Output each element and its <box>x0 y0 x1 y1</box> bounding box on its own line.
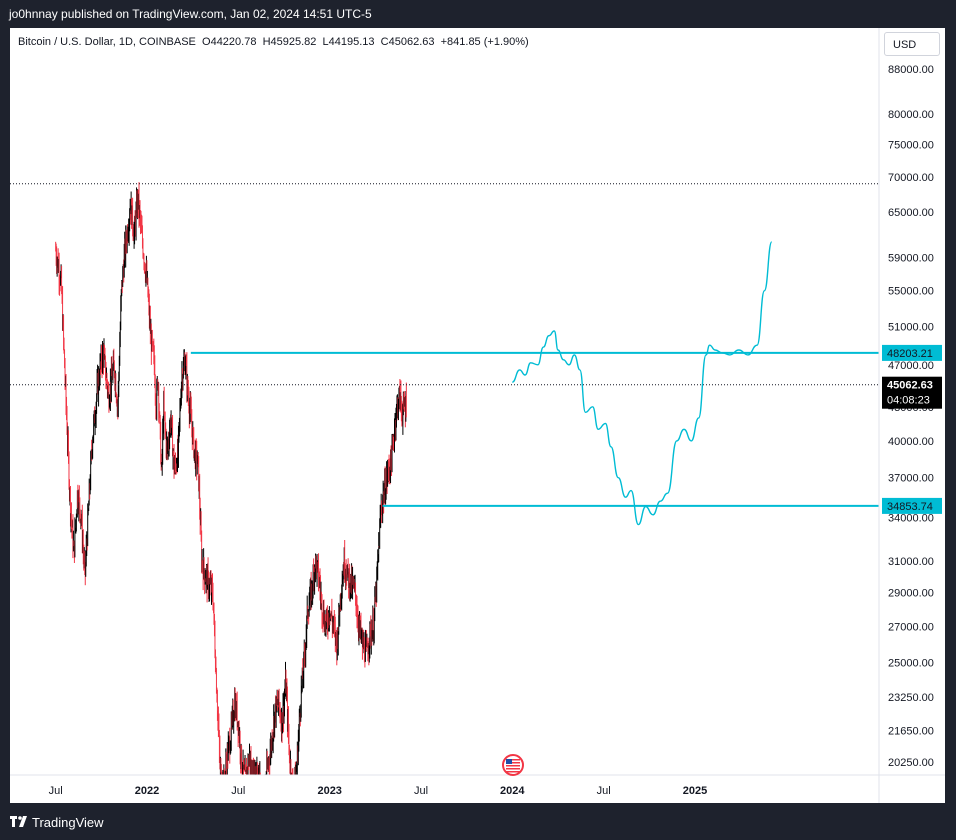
price-chart[interactable]: 88000.00 80000.00 75000.00 70000.00 65000.00… <box>10 28 945 803</box>
tradingview-logo-icon <box>10 816 27 827</box>
symbol-legend: Bitcoin / U.S. Dollar, 1D, COINBASE O442… <box>18 36 529 48</box>
y-tick-label: 37000.00 <box>888 473 934 485</box>
candles-group <box>55 182 407 775</box>
change-value: +841.85 (+1.90%) <box>440 36 529 48</box>
projection-path <box>512 241 773 526</box>
current-price-badge <box>882 376 942 409</box>
y-tick-label: 23250.00 <box>888 692 934 704</box>
level-badge-label: 48203.21 <box>887 348 933 360</box>
x-tick-label: Jul <box>49 785 63 797</box>
y-tick-label: 55000.00 <box>888 286 934 298</box>
current-price-label: 45062.63 <box>887 380 933 392</box>
y-tick-label: 40000.00 <box>888 436 934 448</box>
y-tick-label: 34000.00 <box>888 513 934 525</box>
y-tick-label: 51000.00 <box>888 321 934 333</box>
y-tick-label: 70000.00 <box>888 172 934 184</box>
y-tick-label: 21650.00 <box>888 726 934 738</box>
x-tick-label: Jul <box>414 785 428 797</box>
brand-label: TradingView <box>32 815 104 830</box>
y-tick-label: 20250.00 <box>888 757 934 769</box>
countdown-label: 04:08:23 <box>887 395 930 407</box>
y-tick-label: 59000.00 <box>888 253 934 265</box>
y-tick-label: 65000.00 <box>888 207 934 219</box>
level-badge <box>882 344 942 361</box>
footer: TradingView <box>0 803 956 840</box>
close-value: C45062.63 <box>380 36 435 48</box>
publish-info: jo0hnnay published on TradingView.com, J… <box>9 7 372 21</box>
open-value: O44220.78 <box>202 36 257 48</box>
y-tick-label: 27000.00 <box>888 621 934 633</box>
currency-button[interactable]: USD <box>884 32 940 56</box>
publish-header: jo0hnnay published on TradingView.com, J… <box>0 0 956 28</box>
x-tick-label: 2024 <box>500 785 525 797</box>
high-value: H45925.82 <box>262 36 317 48</box>
x-tick-label: 2023 <box>317 785 341 797</box>
x-tick-label: Jul <box>231 785 245 797</box>
x-tick-label: 2022 <box>135 785 159 797</box>
y-tick-label: 29000.00 <box>888 588 934 600</box>
symbol-name: Bitcoin / U.S. Dollar, 1D, COINBASE <box>18 36 196 48</box>
y-tick-label: 47000.00 <box>888 360 934 372</box>
x-tick-label: Jul <box>597 785 611 797</box>
level-badge <box>882 497 942 514</box>
us-flag-icon <box>502 754 524 776</box>
chart-panel[interactable]: 88000.00 80000.00 75000.00 70000.00 65000.00… <box>10 28 945 803</box>
level-badge-label: 34853.74 <box>887 501 933 513</box>
low-value: L44195.13 <box>322 36 375 48</box>
x-tick-label: 2025 <box>683 785 707 797</box>
y-tick-label: 88000.00 <box>888 64 934 76</box>
y-tick-label: 31000.00 <box>888 556 934 568</box>
y-tick-label: 25000.00 <box>888 658 934 670</box>
y-tick-label: 80000.00 <box>888 109 934 121</box>
plot-area <box>10 182 879 775</box>
y-tick-label: 75000.00 <box>888 139 934 151</box>
